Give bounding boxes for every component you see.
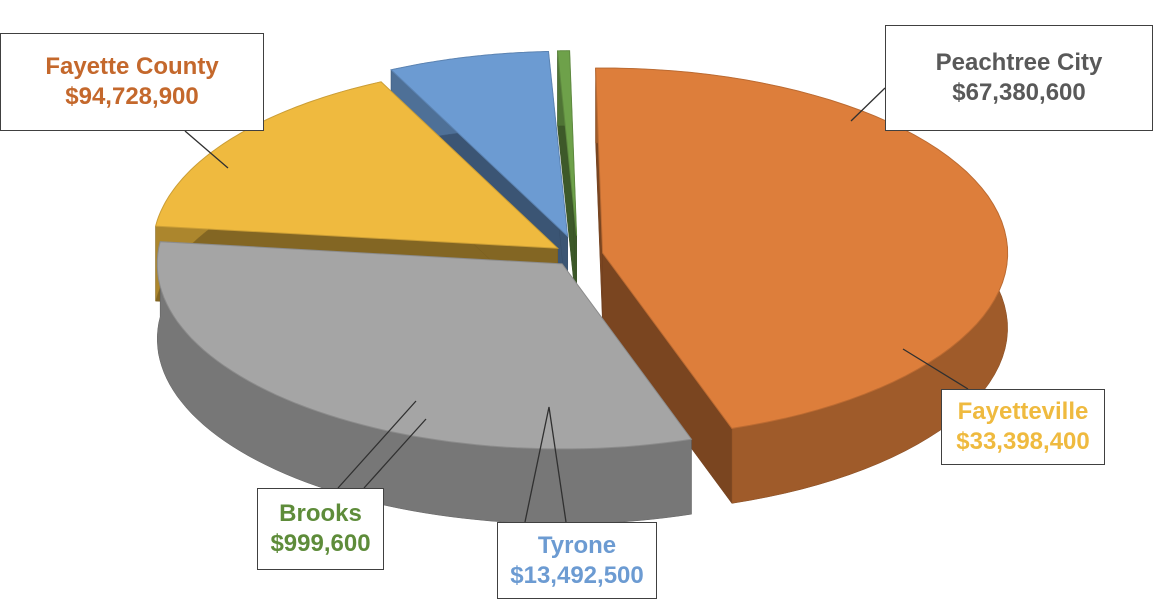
leader-line-peachtree-city-1 xyxy=(850,87,886,122)
slice-top-peachtree-city xyxy=(156,241,693,450)
slice-name-brooks: Brooks xyxy=(279,500,362,527)
slice-top-tyrone xyxy=(390,51,569,238)
slice-value-peachtree-city: $67,380,600 xyxy=(952,79,1086,106)
slice-top-fayetteville xyxy=(154,81,560,249)
slice-value-fayetteville: $33,398,400 xyxy=(956,428,1090,455)
slice-peachtree-city xyxy=(156,241,693,525)
slice-name-fayetteville: Fayetteville xyxy=(957,398,1089,425)
slice-value-brooks: $999,600 xyxy=(270,530,371,557)
leader-line-brooks-4 xyxy=(337,400,417,489)
slice-top-fayette-county xyxy=(595,67,1009,429)
slice-name-tyrone: Tyrone xyxy=(537,531,617,559)
leader-line-brooks-5 xyxy=(363,418,427,489)
slice-value-fayette-county: $94,728,900 xyxy=(65,83,199,110)
callout-brooks: Brooks $999,600 xyxy=(257,488,384,570)
callout-peachtree-city: Peachtree City $67,380,600 xyxy=(885,25,1153,131)
slice-brooks xyxy=(556,50,578,311)
leader-line-fayetteville-2 xyxy=(902,348,969,390)
slice-fayette-county xyxy=(595,67,1009,505)
slice-value-tyrone: $13,492,500 xyxy=(510,561,644,589)
callout-tyrone: Tyrone $13,492,500 xyxy=(497,522,657,599)
callout-fayette-county: Fayette County $94,728,900 xyxy=(0,33,264,131)
slice-top-brooks xyxy=(556,50,578,236)
leader-line-fayette-county-0 xyxy=(184,130,229,169)
callout-fayetteville: Fayetteville $33,398,400 xyxy=(941,389,1105,465)
leader-line-tyrone-3 xyxy=(524,406,567,523)
slice-name-fayette-county: Fayette County xyxy=(45,53,219,80)
slice-name-peachtree-city: Peachtree City xyxy=(935,49,1103,76)
